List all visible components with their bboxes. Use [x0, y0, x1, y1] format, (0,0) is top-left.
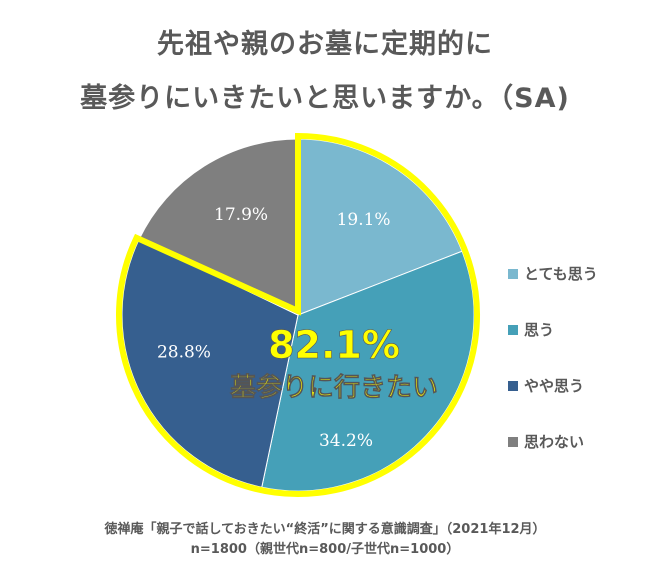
legend-label: とても思う: [524, 265, 598, 283]
highlight-outline: [116, 132, 480, 497]
source-line2: n=1800（親世代n=800/子世代n=1000）: [190, 542, 460, 557]
data-label-2: 28.8%: [157, 342, 211, 362]
legend-item: 思う: [508, 319, 554, 340]
chart-title-line2: 墓参りにいきたいと思いますか。（SA): [80, 83, 570, 114]
legend-swatch: [508, 324, 518, 335]
legend-item: とても思う: [508, 263, 598, 284]
legend-item: やや思う: [508, 375, 584, 396]
highlight-text: 墓参りに行きたい: [229, 372, 438, 403]
legend-swatch: [508, 380, 518, 391]
legend-item: 思わない: [508, 431, 584, 452]
pie-slice-0: [297, 138, 463, 316]
pie-slice-1: [261, 250, 475, 492]
legend-label: やや思う: [524, 377, 585, 395]
source-line1: 徳禅庵「親子で話しておきたい“終活”に関する意識調査」（2021年12月）: [104, 522, 546, 537]
legend-label: 思わない: [524, 433, 585, 451]
chart-title-line1: 先祖や親のお墓に定期的に: [157, 29, 493, 60]
legend-swatch: [508, 436, 518, 447]
pie-slice-2: [121, 238, 299, 488]
legend-swatch: [508, 268, 518, 279]
data-label-0: 19.1%: [337, 210, 391, 230]
pie-slice-3: [138, 138, 299, 316]
highlight-value: 82.1%: [268, 323, 400, 367]
legend-label: 思う: [524, 321, 555, 339]
data-label-1: 34.2%: [319, 431, 373, 451]
data-label-3: 17.9%: [214, 205, 268, 225]
